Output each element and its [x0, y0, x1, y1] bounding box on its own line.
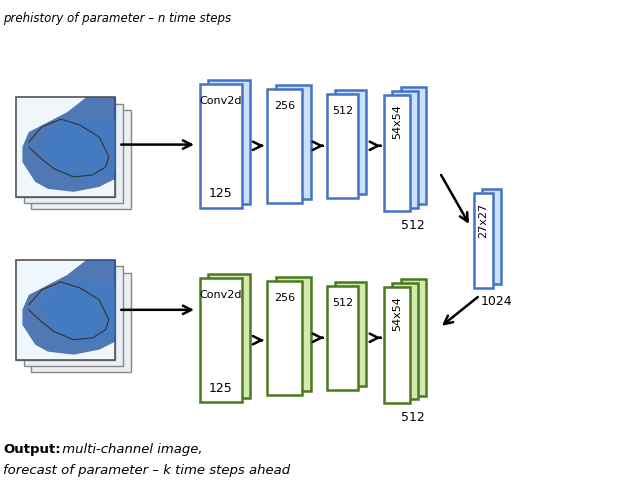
Text: multi-channel image,: multi-channel image, [58, 443, 202, 456]
Bar [16, 97, 115, 197]
Bar [401, 279, 426, 396]
Bar [16, 260, 115, 360]
Text: 54x54: 54x54 [392, 296, 402, 331]
Bar [200, 84, 242, 208]
Bar [384, 287, 410, 403]
Bar [401, 87, 426, 204]
Text: 27x27: 27x27 [478, 203, 488, 238]
Bar [474, 193, 493, 288]
Text: 512: 512 [401, 411, 425, 424]
Bar [384, 95, 410, 211]
Text: 256: 256 [274, 101, 296, 111]
Text: prehistory of parameter – n time steps: prehistory of parameter – n time steps [3, 12, 231, 25]
Polygon shape [22, 97, 115, 192]
Text: 54x54: 54x54 [392, 104, 402, 139]
Bar [16, 260, 115, 360]
Bar [200, 278, 242, 402]
Text: 125: 125 [209, 382, 233, 395]
Bar [275, 85, 311, 199]
Text: Conv2d: Conv2d [200, 291, 242, 300]
Polygon shape [22, 260, 115, 355]
Bar [16, 97, 115, 197]
Bar [209, 274, 250, 399]
Bar [268, 280, 302, 395]
Bar [268, 88, 302, 203]
Bar [482, 189, 501, 284]
Text: forecast of parameter – k time steps ahead: forecast of parameter – k time steps ahe… [3, 464, 291, 477]
Text: 1024: 1024 [480, 295, 512, 308]
Text: Output:: Output: [3, 443, 61, 456]
Text: Conv2d: Conv2d [200, 96, 242, 106]
Polygon shape [42, 117, 115, 182]
Text: 125: 125 [209, 188, 233, 200]
Bar [31, 273, 131, 372]
Text: 512: 512 [332, 106, 353, 116]
Bar [392, 91, 418, 208]
Bar [327, 286, 358, 390]
Bar [24, 104, 123, 203]
Text: 512: 512 [332, 297, 353, 308]
Bar [327, 94, 358, 198]
Bar [335, 89, 366, 194]
Bar [31, 110, 131, 209]
Bar [275, 277, 311, 391]
Bar [24, 266, 123, 366]
Bar [209, 80, 250, 204]
Text: 512: 512 [401, 219, 425, 232]
Bar [335, 282, 366, 386]
Bar [392, 283, 418, 399]
Polygon shape [42, 280, 115, 345]
Text: 256: 256 [274, 293, 296, 303]
